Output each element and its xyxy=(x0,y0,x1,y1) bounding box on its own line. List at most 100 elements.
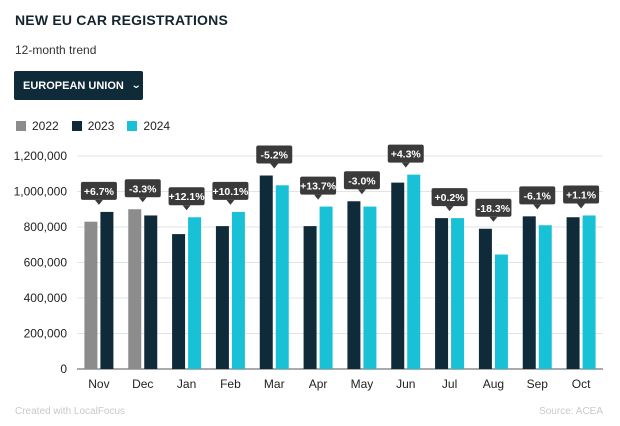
annotation-box xyxy=(256,145,293,164)
bar-2023-jun xyxy=(391,182,405,369)
change-annotation: +10.1% xyxy=(212,181,249,205)
legend-label-2022: 2022 xyxy=(32,119,59,133)
bar-2022-nov xyxy=(84,221,98,369)
change-annotation: +4.3% xyxy=(387,144,424,168)
x-tick-label: Jul xyxy=(442,377,457,391)
y-tick-label: 800,000 xyxy=(24,220,68,234)
annotation-box xyxy=(519,186,556,205)
x-tick-label: Apr xyxy=(309,377,328,391)
x-tick-label: Mar xyxy=(264,377,285,391)
annotation-label: +6.7% xyxy=(84,186,115,198)
annotation-pointer xyxy=(270,163,279,169)
y-tick-label: 1,200,000 xyxy=(14,149,68,163)
bar-2023-oct xyxy=(566,217,580,369)
annotation-pointer xyxy=(445,206,454,212)
legend-swatch-2024 xyxy=(127,121,138,131)
x-tick-label: Aug xyxy=(483,377,504,391)
bar-2024-sep xyxy=(538,225,552,369)
annotation-box xyxy=(80,181,117,200)
bar-2024-apr xyxy=(319,206,333,369)
region-select-label: EUROPEAN UNION xyxy=(23,79,124,92)
annotation-pointer xyxy=(138,197,147,203)
x-tick-label: Dec xyxy=(132,377,153,391)
annotation-label: +12.1% xyxy=(169,191,206,203)
annotation-label: -3.3% xyxy=(129,183,157,195)
legend-item-2023: 2023 xyxy=(71,119,115,133)
x-tick-label: Jun xyxy=(396,377,415,391)
annotation-label: -18.3% xyxy=(477,203,511,215)
footer-source: Source: ACEA xyxy=(539,406,603,417)
annotation-label: +0.2% xyxy=(435,192,466,204)
annotation-box xyxy=(563,185,600,204)
annotation-label: +10.1% xyxy=(212,186,249,198)
annotation-box xyxy=(124,179,161,198)
footer-credit: Created with LocalFocus xyxy=(15,406,126,417)
change-annotation: +13.7% xyxy=(300,176,337,200)
bar-2023-nov xyxy=(100,211,114,369)
region-select[interactable]: EUROPEAN UNION ⌄ xyxy=(14,71,143,100)
annotation-label: -3.0% xyxy=(348,175,376,187)
bar-2023-jul xyxy=(435,218,449,369)
bar-2024-oct xyxy=(582,215,596,369)
chart-title: NEW EU CAR REGISTRATIONS xyxy=(15,12,228,28)
chart-subtitle: 12-month trend xyxy=(15,43,97,57)
annotation-pointer xyxy=(577,203,586,209)
change-annotation: -18.3% xyxy=(475,198,512,222)
bar-2024-jun xyxy=(407,174,421,369)
annotation-label: -5.2% xyxy=(261,150,289,162)
annotation-box xyxy=(387,144,424,163)
legend-label-2024: 2024 xyxy=(143,119,171,133)
annotation-label: +1.1% xyxy=(566,189,597,201)
annotation-label: -6.1% xyxy=(524,190,552,202)
bar-2024-jan xyxy=(188,217,202,369)
legend-item-2022: 2022 xyxy=(16,119,59,133)
annotation-box xyxy=(168,187,205,206)
legend: 2022 2023 2024 xyxy=(16,119,183,133)
annotation-pointer xyxy=(533,204,542,210)
bar-2023-aug xyxy=(478,228,492,369)
x-tick-label: Sep xyxy=(527,377,549,391)
legend-swatch-2023 xyxy=(71,121,82,131)
chevron-down-icon: ⌄ xyxy=(130,80,142,91)
annotation-pointer xyxy=(357,189,366,195)
x-tick-label: Oct xyxy=(572,377,591,391)
change-annotation: -6.1% xyxy=(519,186,556,210)
y-tick-label: 1,000,000 xyxy=(14,185,68,199)
x-tick-label: Jan xyxy=(177,377,196,391)
bar-2024-feb xyxy=(231,211,245,369)
y-tick-label: 400,000 xyxy=(24,291,68,305)
change-annotation: -3.3% xyxy=(124,179,161,203)
bar-2022-dec xyxy=(128,209,142,369)
bar-2023-feb xyxy=(215,226,229,369)
bar-2024-jul xyxy=(451,218,465,369)
annotation-pointer xyxy=(489,216,498,222)
bar-2024-may xyxy=(363,206,377,369)
annotation-box xyxy=(431,188,468,207)
legend-swatch-2022 xyxy=(16,121,26,131)
annotation-box xyxy=(475,198,512,217)
change-annotation: -3.0% xyxy=(343,171,380,195)
change-annotation: +1.1% xyxy=(563,185,600,209)
y-tick-label: 600,000 xyxy=(24,256,68,270)
legend-item-2024: 2024 xyxy=(127,119,170,133)
change-annotation: +6.7% xyxy=(80,181,117,205)
annotation-pointer xyxy=(182,205,191,211)
annotation-label: +13.7% xyxy=(300,181,337,193)
bar-2023-apr xyxy=(303,226,317,369)
bar-2023-sep xyxy=(522,216,536,369)
bar-2023-dec xyxy=(144,215,158,369)
bar-2024-mar xyxy=(275,185,289,369)
bar-2023-jan xyxy=(172,234,186,369)
annotation-pointer xyxy=(401,162,410,168)
bar-2023-may xyxy=(347,201,361,369)
annotation-box xyxy=(343,171,380,190)
change-annotation: -5.2% xyxy=(256,145,293,169)
bar-2024-aug xyxy=(494,254,508,369)
legend-label-2023: 2023 xyxy=(87,119,115,133)
x-tick-label: Nov xyxy=(88,377,109,391)
y-tick-label: 0 xyxy=(60,362,67,376)
x-tick-label: Feb xyxy=(220,377,241,391)
annotation-label: +4.3% xyxy=(391,149,422,161)
annotation-pointer xyxy=(314,194,323,200)
